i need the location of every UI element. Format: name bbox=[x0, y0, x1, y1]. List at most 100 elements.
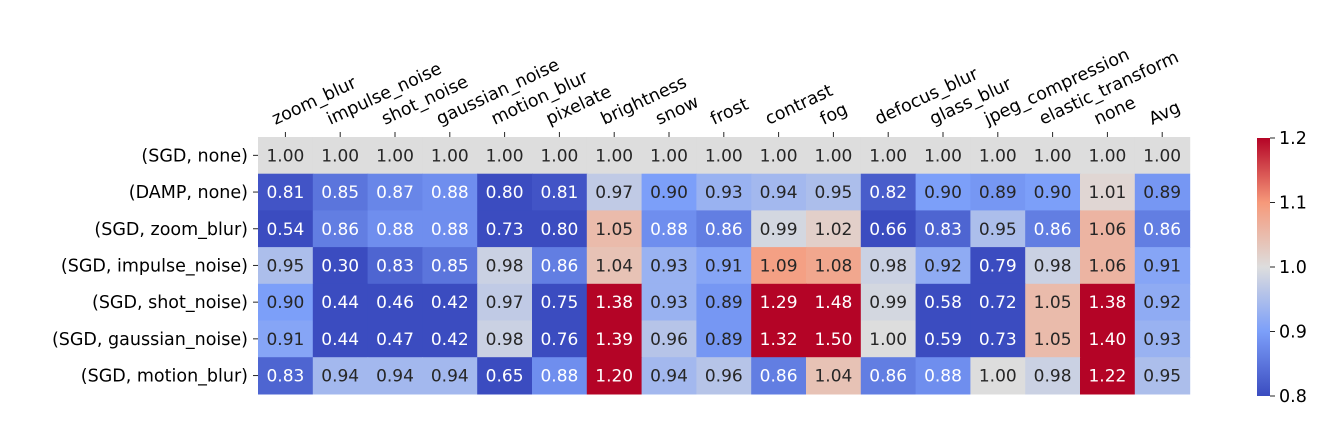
cell-value-label: 0.98 bbox=[1034, 256, 1072, 276]
cell-value-label: 1.22 bbox=[1088, 367, 1126, 387]
heatmap-cell bbox=[586, 210, 643, 248]
heatmap-cell bbox=[641, 357, 697, 395]
cell-value-label: 0.89 bbox=[705, 293, 743, 313]
cell-value-label: 0.65 bbox=[486, 367, 524, 387]
heatmap-cell bbox=[258, 283, 314, 322]
cell-value-label: 1.50 bbox=[814, 330, 852, 350]
heatmap-cell bbox=[860, 173, 917, 211]
cell-value-label: 0.44 bbox=[321, 330, 359, 350]
cell-value-label: 0.75 bbox=[540, 293, 578, 313]
heatmap-cell bbox=[586, 137, 643, 175]
heatmap-cell bbox=[641, 173, 697, 211]
cell-value-label: 0.95 bbox=[814, 183, 852, 203]
cell-value-label: 0.91 bbox=[1143, 256, 1181, 276]
cell-value-label: 0.72 bbox=[979, 293, 1017, 313]
heatmap-cell bbox=[1134, 173, 1191, 211]
cell-value-label: 1.00 bbox=[376, 146, 414, 166]
cell-value-label: 1.38 bbox=[595, 293, 633, 313]
cell-value-label: 0.86 bbox=[321, 220, 359, 240]
y-tick-label: (SGD, impulse_noise) bbox=[61, 256, 248, 276]
heatmap-cell bbox=[806, 247, 862, 285]
heatmap-cell bbox=[751, 137, 807, 175]
heatmap-cell bbox=[915, 173, 971, 211]
cell-value-label: 0.73 bbox=[979, 330, 1017, 350]
cell-value-label: 0.94 bbox=[760, 183, 798, 203]
cell-value-label: 0.58 bbox=[924, 293, 962, 313]
cell-value-label: 1.00 bbox=[321, 146, 359, 166]
cell-value-label: 1.00 bbox=[814, 146, 852, 166]
cell-value-label: 0.87 bbox=[376, 183, 414, 203]
heatmap-cell bbox=[422, 357, 478, 395]
heatmap-cell bbox=[751, 173, 807, 211]
cell-value-label: 1.38 bbox=[1088, 293, 1126, 313]
cell-value-label: 1.00 bbox=[760, 146, 798, 166]
heatmap-cell bbox=[422, 173, 478, 211]
cell-value-label: 1.08 bbox=[814, 256, 852, 276]
cell-value-label: 0.47 bbox=[376, 330, 414, 350]
heatmap-cells: 1.00 1.00 1.00 1.00 1.00 1.00 1.00 1.00 1.00 1.00… bbox=[258, 137, 1191, 395]
cell-value-label: 1.00 bbox=[869, 330, 907, 350]
cell-value-label: 0.89 bbox=[705, 330, 743, 350]
heatmap-cell bbox=[696, 283, 752, 322]
heatmap-cell bbox=[258, 173, 314, 211]
colorbar: 1.2 1.1 1.0 0.9 0.8 bbox=[1257, 129, 1307, 407]
cell-value-label: 0.82 bbox=[869, 183, 907, 203]
cell-value-label: 1.00 bbox=[1143, 146, 1181, 166]
cell-value-label: 1.39 bbox=[595, 330, 633, 350]
heatmap-cell bbox=[422, 137, 478, 175]
heatmap-cell bbox=[532, 173, 588, 211]
heatmap-cell bbox=[258, 320, 314, 358]
heatmap-cell bbox=[1025, 210, 1081, 248]
cell-value-label: 1.00 bbox=[540, 146, 578, 166]
y-tick-label: (SGD, shot_noise) bbox=[92, 293, 248, 313]
cell-value-label: 1.00 bbox=[1088, 146, 1126, 166]
cell-value-label: 0.96 bbox=[650, 330, 688, 350]
cell-value-label: 0.95 bbox=[979, 220, 1017, 240]
heatmap-cell bbox=[970, 283, 1026, 322]
cell-value-label: 0.93 bbox=[705, 183, 743, 203]
heatmap-cell bbox=[696, 247, 752, 285]
cell-value-label: 0.59 bbox=[924, 330, 962, 350]
heatmap-cell bbox=[1134, 320, 1191, 358]
heatmap-cell bbox=[860, 247, 917, 285]
heatmap-cell bbox=[312, 283, 369, 322]
cell-value-label: 0.88 bbox=[650, 220, 688, 240]
heatmap-cell bbox=[367, 283, 423, 322]
cell-value-label: 0.42 bbox=[431, 293, 469, 313]
cell-value-label: 0.92 bbox=[1143, 293, 1181, 313]
cell-value-label: 0.98 bbox=[1034, 367, 1072, 387]
cell-value-label: 0.90 bbox=[650, 183, 688, 203]
cell-value-label: 0.83 bbox=[924, 220, 962, 240]
cell-value-label: 0.98 bbox=[486, 256, 524, 276]
heatmap-cell bbox=[806, 283, 862, 322]
heatmap-cell bbox=[1025, 137, 1081, 175]
cell-value-label: 0.80 bbox=[486, 183, 524, 203]
heatmap-cell bbox=[477, 137, 533, 175]
colorbar-tick-label: 1.2 bbox=[1279, 129, 1307, 149]
heatmap-cell bbox=[532, 247, 588, 285]
heatmap-cell bbox=[751, 357, 807, 395]
cell-value-label: 0.88 bbox=[431, 220, 469, 240]
cell-value-label: 1.09 bbox=[760, 256, 798, 276]
heatmap-cell bbox=[477, 357, 533, 395]
cell-value-label: 0.95 bbox=[1143, 367, 1181, 387]
heatmap-cell bbox=[860, 357, 917, 395]
heatmap-cell bbox=[312, 210, 369, 248]
heatmap-cell bbox=[367, 320, 423, 358]
cell-value-label: 1.00 bbox=[486, 146, 524, 166]
heatmap-cell bbox=[586, 283, 643, 322]
cell-value-label: 1.00 bbox=[705, 146, 743, 166]
cell-value-label: 0.99 bbox=[869, 293, 907, 313]
heatmap-cell bbox=[860, 283, 917, 322]
heatmap-cell bbox=[696, 173, 752, 211]
cell-value-label: 0.90 bbox=[924, 183, 962, 203]
cell-value-label: 0.42 bbox=[431, 330, 469, 350]
heatmap-cell bbox=[367, 357, 423, 395]
heatmap-cell bbox=[915, 247, 971, 285]
heatmap-cell bbox=[1080, 283, 1136, 322]
heatmap-cell bbox=[1080, 210, 1136, 248]
colorbar-tick-label: 0.9 bbox=[1279, 323, 1307, 343]
cell-value-label: 0.91 bbox=[705, 256, 743, 276]
heatmap-cell bbox=[312, 357, 369, 395]
cell-value-label: 1.01 bbox=[1088, 183, 1126, 203]
